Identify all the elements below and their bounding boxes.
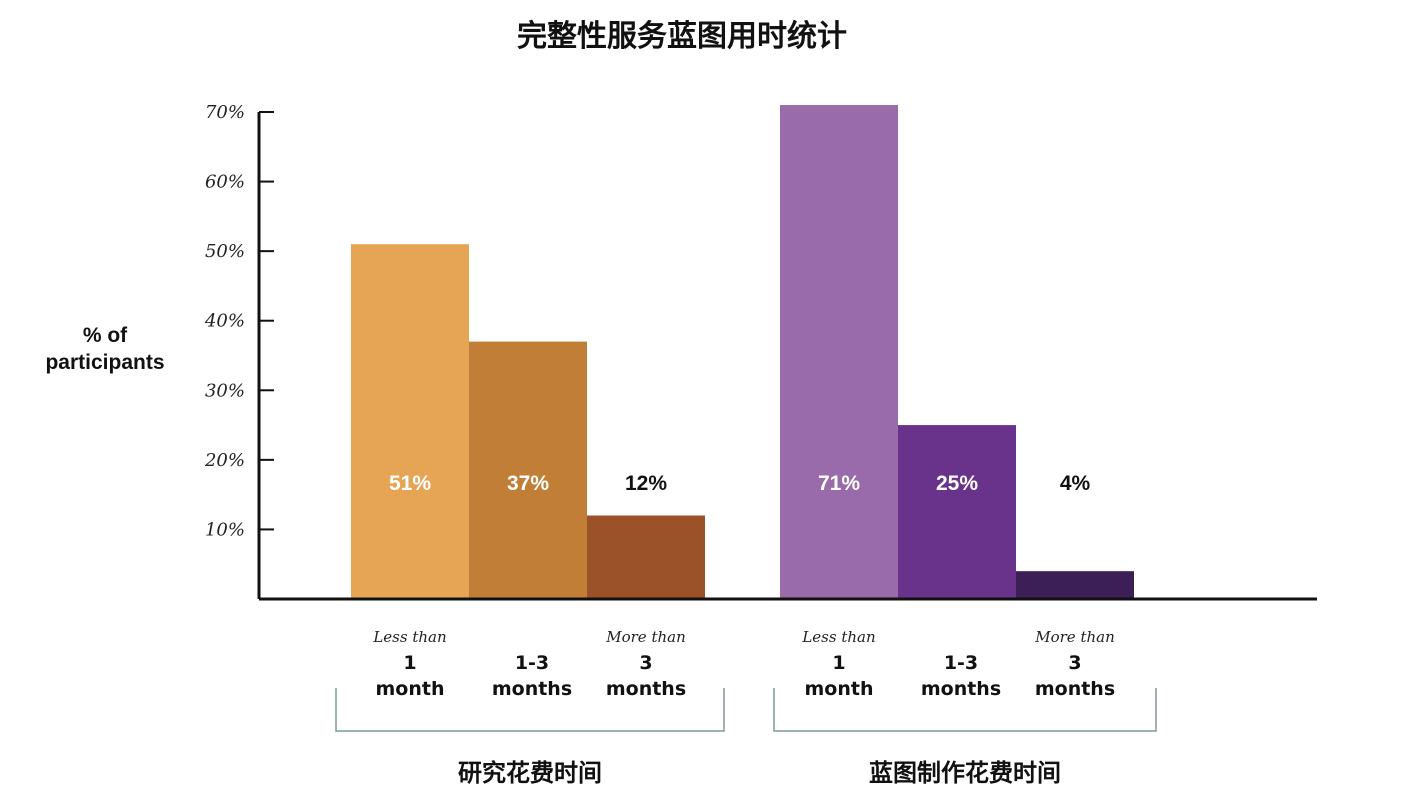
bar [351,244,469,599]
group-brackets [335,688,1157,732]
bar [469,341,587,599]
bar-value-label: 71% [818,472,860,495]
category-label-line: months [492,678,572,700]
y-axis-ticks: 10% 20% 30% 40% 50% 60% 70% [204,102,274,540]
bar-value-label: 4% [1060,472,1091,495]
bar [1016,571,1134,599]
bar [780,105,898,600]
category-label-line: month [805,678,874,700]
category-label-small: More than [1034,628,1115,646]
category-label-line: months [606,678,686,700]
category-label-line: 1 [832,652,845,674]
y-tick-label: 50% [205,241,245,262]
bars [351,105,1134,600]
bar-labels: 51% 37% 12% 71% 25% 4% [389,472,1091,495]
group-label: 蓝图制作花费时间 [869,759,1061,787]
y-axis-label-line-1: % of [83,324,128,347]
category-label-small: More than [605,628,686,646]
category-label-line: months [1035,678,1115,700]
y-axis-label-line-2: participants [45,351,164,374]
category-label-line: 1 [403,652,416,674]
bar-value-label: 25% [936,472,978,495]
group-label: 研究花费时间 [458,759,602,787]
category-label-line: 3 [1068,652,1081,674]
y-tick-label: 40% [204,311,245,332]
category-label-line: 1-3 [944,652,978,674]
category-label-line: 3 [639,652,652,674]
y-tick-label: 70% [205,102,245,123]
category-label-line: months [921,678,1001,700]
category-labels: Less than 1 month 1-3 months More than 3 months… [372,628,1115,700]
y-tick-label: 20% [204,450,245,471]
bar-value-label: 37% [507,472,549,495]
y-axis-label: % of participants [45,324,164,374]
bar-value-label: 51% [389,472,431,495]
group-bracket [335,688,725,732]
y-tick-label: 10% [205,519,245,540]
group-bracket [773,688,1157,732]
y-tick-label: 60% [205,172,245,193]
bar [898,425,1016,599]
chart-title: 完整性服务蓝图用时统计 [517,19,847,54]
category-label-line: 1-3 [515,652,549,674]
bar [587,515,705,599]
bar-value-label: 12% [625,472,667,495]
group-labels: 研究花费时间 蓝图制作花费时间 [458,759,1061,787]
category-label-line: month [376,678,445,700]
category-label-small: Less than [372,628,446,646]
category-label-small: Less than [801,628,875,646]
y-tick-label: 30% [205,380,245,401]
